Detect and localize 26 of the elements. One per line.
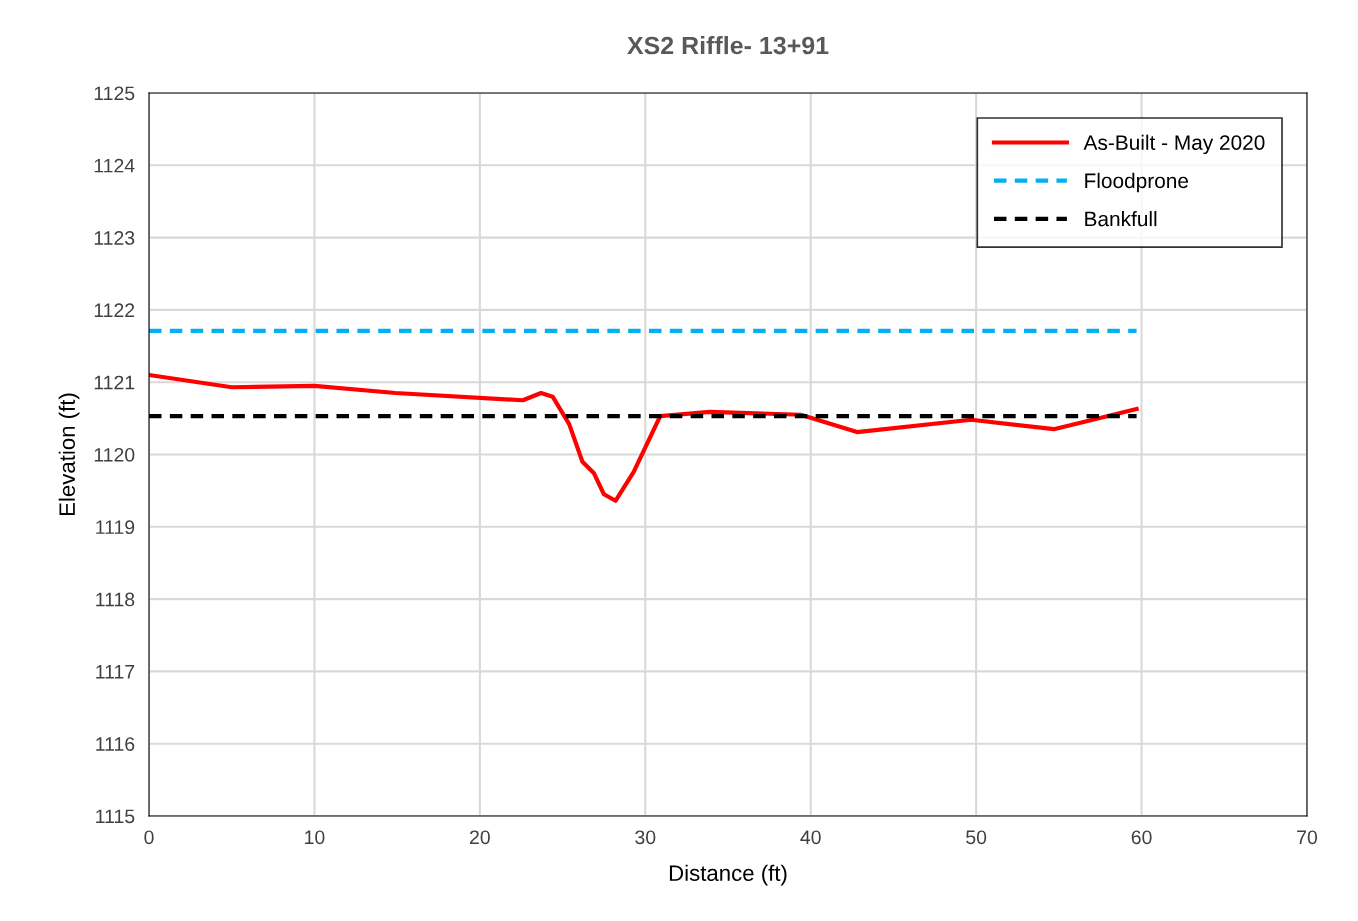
x-tick-label: 10 [305, 830, 325, 845]
x-tick-label: 70 [1297, 830, 1318, 845]
y-tick-label: 1115 [96, 809, 135, 824]
line-series [149, 372, 1139, 503]
y-tick-label: 1118 [96, 592, 135, 607]
x-tick-label: 50 [966, 830, 987, 845]
legend-label: As-Built - May 2020 [1083, 134, 1265, 155]
chart-title: XS2 Riffle- 13+91 [627, 35, 829, 55]
x-tick-label: 60 [1131, 830, 1152, 845]
legend-label: Bankfull [1085, 211, 1157, 227]
x-axis-title: Distance (ft) [669, 864, 787, 886]
legend-label: Floodprone [1085, 172, 1189, 193]
y-tick-label: 1121 [94, 375, 135, 390]
y-tick-label: 1122 [94, 303, 135, 317]
y-axis-title: Elevation (ft) [58, 393, 80, 516]
y-tick-label: 1119 [96, 520, 135, 535]
x-tick-label: 20 [470, 830, 490, 845]
y-tick-label: 1124 [94, 158, 135, 173]
y-tick-label: 1116 [96, 737, 135, 751]
y-tick-label: 1120 [94, 447, 135, 462]
y-tick-label: 1125 [94, 86, 135, 101]
x-tick-label: 40 [800, 830, 821, 845]
x-tick-label: 0 [144, 830, 154, 845]
y-tick-label: 1123 [94, 231, 135, 245]
y-tick-label: 1117 [96, 665, 135, 679]
x-tick-label: 30 [635, 830, 656, 845]
